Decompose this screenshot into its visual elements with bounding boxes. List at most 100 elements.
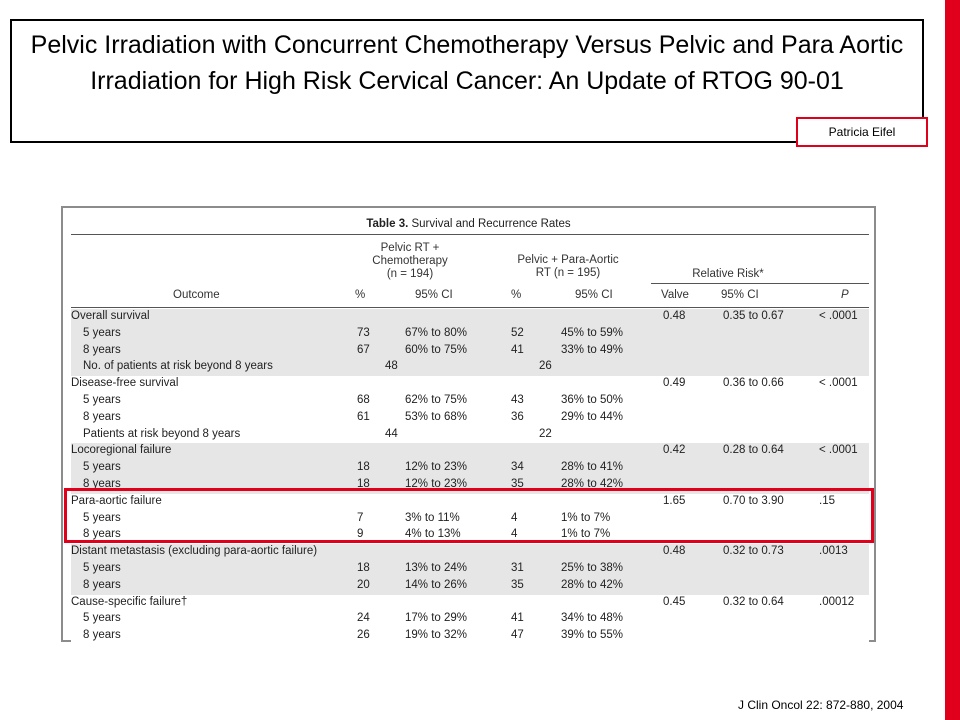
table-section [71, 544, 869, 595]
column-header: 95% CI [575, 289, 613, 301]
table-caption-text: Survival and Recurrence Rates [408, 218, 571, 230]
table-cell: 67% to 80% [405, 326, 468, 339]
table-cell: 4 [511, 528, 518, 541]
table-cell: 61 [357, 410, 370, 423]
table-cell: 26 [539, 360, 552, 373]
table-cell: 52 [511, 326, 524, 339]
accent-sidebar [945, 0, 960, 720]
column-header: % [355, 289, 366, 301]
table-cell: Overall survival [71, 310, 150, 322]
title-box: Pelvic Irradiation with Concurrent Chemo… [10, 19, 924, 143]
table-caption: Table 3. Survival and Recurrence Rates [63, 218, 874, 230]
table-cell: 5 years [83, 562, 121, 574]
table-cell: 19% to 32% [405, 629, 468, 642]
table-cell: Para-aortic failure [71, 494, 162, 507]
table-cell: 8 years [83, 343, 121, 356]
table-cell: 9 [357, 528, 364, 541]
table-cell: 45% to 59% [561, 326, 624, 339]
table-cell: 44 [385, 427, 398, 440]
table-cell: 29% to 44% [561, 410, 624, 423]
table-cell: 26 [357, 629, 370, 642]
author-label: Patricia Eifel [796, 117, 928, 147]
table-cell: .00012 [819, 595, 855, 608]
table-cell: 28% to 42% [561, 478, 624, 490]
para-aortic-highlight [64, 488, 874, 543]
table-cell: 0.28 to 0.64 [723, 444, 784, 457]
table-cell: 34 [511, 461, 524, 474]
table-cell: No. of patients at risk beyond 8 years [83, 360, 273, 373]
column-header: P [841, 289, 849, 301]
table-cell: 17% to 29% [405, 612, 468, 625]
table-image: Table 3. Survival and Recurrence Rates P… [61, 206, 876, 645]
column-header: 95% CI [415, 289, 453, 301]
table-cell: 0.42 [663, 444, 686, 457]
table-cell: 47 [511, 629, 524, 642]
table-cell: 0.36 to 0.66 [723, 377, 784, 390]
table-cell: Distant metastasis (excluding para-aorti… [71, 545, 318, 558]
group-header-rr: Relative Risk* [692, 268, 764, 280]
table-cell: 5 years [83, 511, 121, 524]
table-cell: 5 years [83, 612, 121, 625]
slide-title: Pelvic Irradiation with Concurrent Chemo… [30, 31, 904, 95]
table-cell: 8 years [83, 629, 121, 642]
column-header: 95% CI [721, 289, 759, 301]
table-cell: 12% to 23% [405, 478, 468, 490]
table-cell: 22 [539, 427, 552, 440]
table-cell: 0.32 to 0.73 [723, 545, 784, 558]
table-cell: 1% to 7% [561, 511, 611, 524]
table-cell: 5 years [83, 394, 121, 406]
table-section [71, 443, 869, 494]
table-cell: 34% to 48% [561, 612, 624, 625]
table-cell: 20 [357, 578, 370, 591]
citation: J Clin Oncol 22: 872-880, 2004 [738, 698, 904, 712]
table-cell: 0.48 [663, 545, 686, 558]
table-cell: .15 [819, 494, 835, 507]
column-header: Valve [661, 289, 689, 301]
group-header-arm2: Pelvic + Para-Aortic RT (n = 195) [517, 254, 619, 279]
column-header: % [511, 289, 522, 301]
table-section [71, 493, 869, 545]
table-cell: 31 [511, 562, 524, 574]
table-cell: Disease-free survival [71, 377, 179, 390]
table-cell: 8 years [83, 410, 121, 423]
table-cell: 18 [357, 478, 370, 490]
table-cell: 5 years [83, 461, 121, 474]
table-cell: 36% to 50% [561, 394, 624, 406]
header-bottom-rule [71, 307, 869, 308]
table-cell: 14% to 26% [405, 578, 468, 591]
table-cell: 43 [511, 394, 524, 406]
table-cell: 4% to 13% [405, 528, 461, 541]
table-cell: 0.32 to 0.64 [723, 595, 784, 608]
table-cell: .0013 [819, 545, 848, 558]
table-cell: 67 [357, 343, 370, 356]
table-cell: 8 years [83, 578, 121, 591]
table-section [71, 376, 869, 444]
group-header-arm1: Pelvic RT + Chemotherapy (n = 194) [372, 242, 448, 280]
table-cell: 0.49 [663, 377, 686, 390]
table-cell: 25% to 38% [561, 562, 624, 574]
table-cell: 60% to 75% [405, 343, 468, 356]
table-cell: 48 [385, 360, 398, 373]
table-cell: 28% to 41% [561, 461, 624, 474]
table-cell: 35 [511, 478, 524, 490]
table-cell: Cause-specific failure† [71, 595, 188, 608]
table-cell: < .0001 [819, 310, 858, 322]
table-cell: 1% to 7% [561, 528, 611, 541]
table-cell: 4 [511, 511, 518, 524]
table-cell: 36 [511, 410, 524, 423]
table-cell: 12% to 23% [405, 461, 468, 474]
table-cell: Patients at risk beyond 8 years [83, 427, 241, 440]
table-cell: Locoregional failure [71, 444, 172, 457]
table-cell: 0.45 [663, 595, 686, 608]
table-cell: 18 [357, 461, 370, 474]
table-cell: 8 years [83, 528, 121, 541]
column-header: Outcome [173, 289, 220, 301]
table-cell: 0.35 to 0.67 [723, 310, 784, 322]
table-cell: 41 [511, 343, 524, 356]
table-cell: < .0001 [819, 377, 858, 390]
table-cell: 18 [357, 562, 370, 574]
table-cell: < .0001 [819, 444, 858, 457]
table-cell: 7 [357, 511, 364, 524]
table-cell: 41 [511, 612, 524, 625]
table-cell: 35 [511, 578, 524, 591]
